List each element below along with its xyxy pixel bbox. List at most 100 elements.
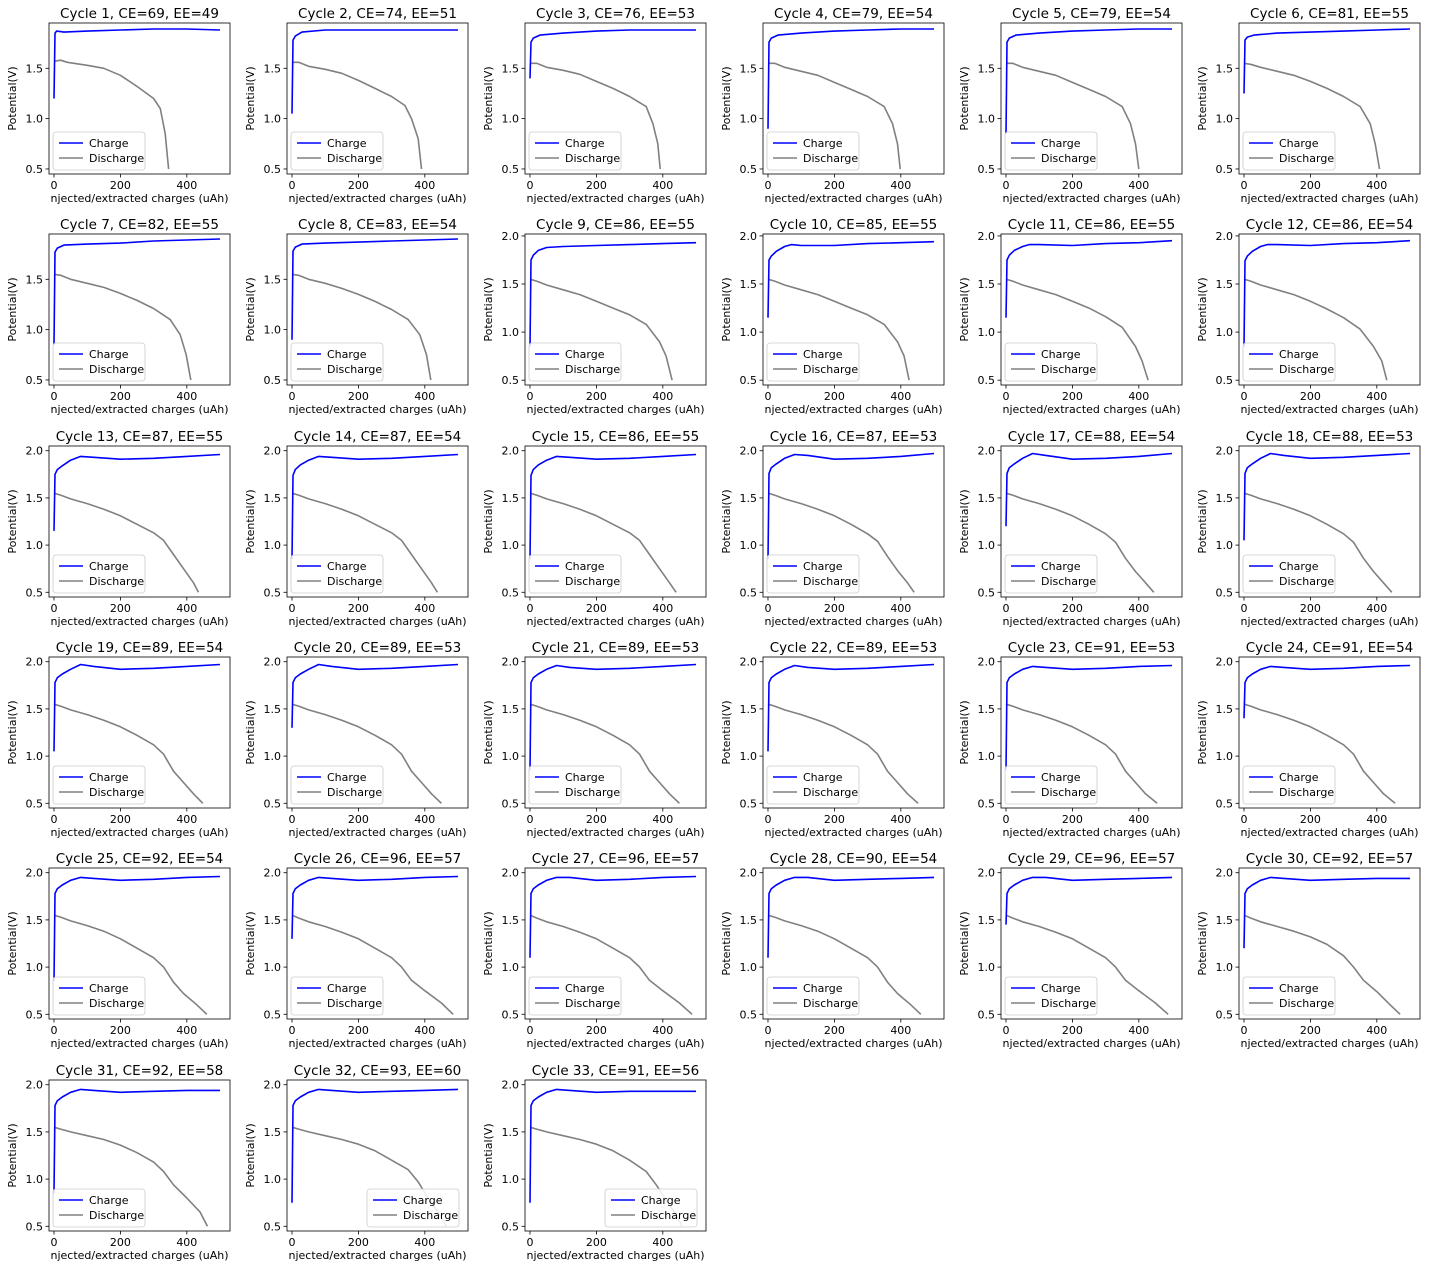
subplot-28: Cycle 28, CE=90, EE=54 0 200 400 0.5 1.0 1.5 2.… bbox=[720, 851, 945, 1050]
x-tick-label: 400 bbox=[652, 1236, 673, 1249]
y-axis-label: Potential(V) bbox=[1196, 700, 1209, 764]
legend-box bbox=[290, 765, 384, 805]
axes-frame bbox=[762, 656, 945, 809]
y-tick-label: 1.5 bbox=[978, 492, 996, 505]
y-axis-label: Potential(V) bbox=[6, 1123, 19, 1187]
charge-line bbox=[529, 875, 697, 958]
subplot-23: Cycle 23, CE=91, EE=53 0 200 400 0.5 1.0 1.5 2.… bbox=[958, 640, 1183, 839]
y-tick-label: 2.0 bbox=[502, 867, 520, 880]
discharge-line bbox=[529, 703, 680, 804]
y-axis-label: Potential(V) bbox=[1196, 489, 1209, 553]
legend-label-discharge: Discharge bbox=[89, 575, 144, 588]
legend-label-charge: Charge bbox=[565, 348, 605, 361]
y-axis-label: Potential(V) bbox=[958, 489, 971, 553]
legend: Charge Discharge bbox=[52, 1188, 146, 1228]
subplot-16: Cycle 16, CE=87, EE=53 0 200 400 0.5 1.0 1.5 2.… bbox=[720, 429, 945, 628]
subplot-title: Cycle 12, CE=86, EE=54 bbox=[1246, 217, 1414, 233]
legend-box bbox=[290, 131, 384, 171]
y-axis-label: Potential(V) bbox=[6, 911, 19, 975]
x-tick-label: 400 bbox=[414, 813, 435, 826]
y-tick-label: 1.5 bbox=[1216, 914, 1234, 927]
x-tick-label: 200 bbox=[110, 602, 131, 615]
legend-label-charge: Charge bbox=[89, 1194, 129, 1207]
discharge-line bbox=[1243, 278, 1388, 381]
x-tick-label: 400 bbox=[1128, 602, 1149, 615]
y-tick-label: 0.5 bbox=[264, 1008, 282, 1021]
axes-frame bbox=[1000, 445, 1183, 598]
subplot-title: Cycle 1, CE=69, EE=49 bbox=[60, 6, 219, 22]
legend-label-discharge: Discharge bbox=[565, 152, 620, 165]
y-tick-label: 2.0 bbox=[1216, 230, 1234, 243]
subplot-9: Cycle 9, CE=86, EE=55 0 200 400 0.5 1.0 1.5 2.0… bbox=[482, 217, 707, 416]
axes-frame bbox=[762, 233, 945, 386]
charge-line bbox=[1005, 239, 1173, 318]
legend: Charge Discharge bbox=[1242, 976, 1336, 1016]
legend-box bbox=[52, 765, 146, 805]
legend-label-charge: Charge bbox=[327, 137, 367, 150]
legend-box bbox=[52, 554, 146, 594]
charge-line bbox=[529, 1088, 696, 1203]
y-axis-label: Potential(V) bbox=[482, 911, 495, 975]
x-tick-label: 200 bbox=[586, 1236, 607, 1249]
legend: Charge Discharge bbox=[766, 131, 860, 171]
legend: Charge Discharge bbox=[1004, 976, 1098, 1016]
subplot-title: Cycle 19, CE=89, EE=54 bbox=[56, 640, 224, 656]
y-tick-label: 1.5 bbox=[264, 914, 282, 927]
subplot-title: Cycle 8, CE=83, EE=54 bbox=[298, 217, 457, 233]
subplot-title: Cycle 30, CE=92, EE=57 bbox=[1246, 851, 1414, 867]
x-tick-label: 0 bbox=[1002, 813, 1009, 826]
axes-frame bbox=[1000, 233, 1183, 386]
subplot-24: Cycle 24, CE=91, EE=54 0 200 400 0.5 1.0 1.5 2.… bbox=[1196, 640, 1421, 839]
legend-label-discharge: Discharge bbox=[803, 363, 858, 376]
legend-label-discharge: Discharge bbox=[327, 997, 382, 1010]
x-tick-label: 0 bbox=[50, 390, 57, 403]
x-tick-label: 0 bbox=[764, 1024, 771, 1037]
y-tick-label: 1.0 bbox=[264, 750, 282, 763]
y-tick-label: 1.0 bbox=[740, 113, 758, 126]
axes-frame bbox=[524, 656, 707, 809]
y-tick-label: 1.0 bbox=[978, 326, 996, 339]
y-tick-label: 1.5 bbox=[1216, 278, 1234, 291]
x-tick-label: 400 bbox=[1128, 390, 1149, 403]
x-tick-label: 0 bbox=[526, 813, 533, 826]
subplot-14: Cycle 14, CE=87, EE=54 0 200 400 0.5 1.0 1.5 2.… bbox=[244, 429, 469, 628]
y-tick-label: 1.0 bbox=[264, 961, 282, 974]
legend-box bbox=[528, 131, 622, 171]
y-tick-label: 1.0 bbox=[978, 539, 996, 552]
legend: Charge Discharge bbox=[528, 765, 622, 805]
x-tick-label: 0 bbox=[764, 179, 771, 192]
subplot-10: Cycle 10, CE=85, EE=55 0 200 400 0.5 1.0 1.5 2.… bbox=[720, 217, 945, 416]
discharge-line bbox=[767, 492, 915, 593]
x-tick-label: 400 bbox=[890, 602, 911, 615]
legend-label-charge: Charge bbox=[89, 348, 129, 361]
y-axis-label: Potential(V) bbox=[720, 700, 733, 764]
axes-frame bbox=[48, 867, 231, 1020]
legend: Charge Discharge bbox=[1004, 342, 1098, 382]
y-tick-label: 0.5 bbox=[1216, 797, 1234, 810]
y-tick-label: 1.5 bbox=[26, 703, 44, 716]
subplot-33: Cycle 33, CE=91, EE=56 0 200 400 0.5 1.0 1.5 2.… bbox=[482, 1063, 707, 1262]
discharge-line bbox=[291, 492, 439, 593]
y-tick-label: 2.0 bbox=[1216, 445, 1234, 458]
charge-line bbox=[291, 238, 459, 340]
y-tick-label: 1.0 bbox=[740, 750, 758, 763]
x-tick-label: 200 bbox=[1300, 179, 1321, 192]
y-tick-label: 1.0 bbox=[978, 750, 996, 763]
legend: Charge Discharge bbox=[604, 1188, 698, 1228]
x-tick-label: 0 bbox=[50, 602, 57, 615]
y-tick-label: 1.0 bbox=[26, 750, 44, 763]
x-tick-label: 400 bbox=[176, 602, 197, 615]
legend: Charge Discharge bbox=[528, 976, 622, 1016]
legend-label-discharge: Discharge bbox=[89, 152, 144, 165]
y-tick-label: 2.0 bbox=[1216, 867, 1234, 880]
x-tick-label: 200 bbox=[586, 179, 607, 192]
charge-line bbox=[529, 453, 697, 560]
legend: Charge Discharge bbox=[290, 342, 384, 382]
axes-frame bbox=[524, 445, 707, 598]
discharge-line bbox=[53, 703, 204, 804]
y-tick-label: 1.5 bbox=[978, 703, 996, 716]
x-tick-label: 400 bbox=[414, 1024, 435, 1037]
y-tick-label: 1.0 bbox=[740, 539, 758, 552]
y-axis-label: Potential(V) bbox=[1196, 277, 1209, 341]
